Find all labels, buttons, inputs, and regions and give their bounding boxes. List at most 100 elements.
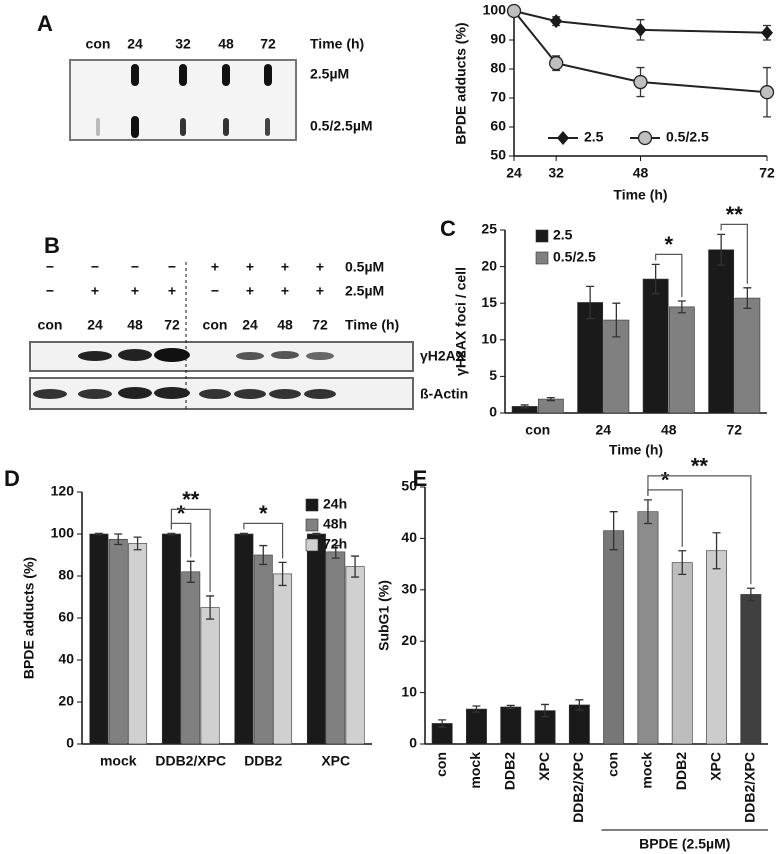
x-tick-label: 48 [633,165,649,181]
treatment-mark: − [91,259,99,275]
row-label: 0.5µM [345,259,384,275]
time-label: Time (h) [345,317,399,333]
significance-label: ** [691,454,709,479]
bar [642,278,669,414]
y-tick-label: 40 [58,651,74,667]
bar [161,533,181,745]
legend-swatch [535,229,549,243]
x-axis-label: Time (h) [613,187,667,203]
bar [89,533,109,745]
y-tick-label: 20 [401,632,417,648]
x-tick-label: DDB2 [673,752,689,790]
error-bar [643,499,652,525]
lane-label: 24 [87,317,103,333]
y-tick-label: 100 [483,2,507,18]
legend-swatch [305,538,319,552]
treatment-mark: + [131,283,139,299]
bar [200,607,220,745]
significance-label: * [661,468,670,493]
x-tick-label: DDB2/XPC [155,753,226,769]
y-tick-label: 0 [66,735,74,751]
bar [734,297,761,414]
x-tick-label: DDB2 [501,752,517,790]
panel-label: A [37,11,53,36]
treatment-mark: + [246,283,254,299]
lane-label: con [38,317,63,333]
lane-label: 24 [127,36,143,52]
y-tick-label: 100 [51,525,75,541]
x-tick-label: XPC [321,753,350,769]
treatment-mark: − [46,259,54,275]
treatment-mark: + [316,283,324,299]
x-tick-label: 32 [548,165,564,181]
error-bar [651,263,660,295]
y-tick-label: 30 [401,581,417,597]
y-axis-label: BPDE adducts (%) [21,557,37,679]
x-tick-label: DDB2 [244,753,282,769]
error-bar [586,285,595,320]
legend-label: 2.5 [553,227,573,243]
significance-bracket [655,253,683,298]
bar [108,538,128,745]
lane-label: 32 [175,36,191,52]
significance-bracket [170,508,211,592]
legend-swatch [305,518,319,532]
bar [706,550,727,745]
treatment-mark: − [168,259,176,275]
significance-bracket [720,223,748,284]
blot-a-spots [96,64,272,138]
significance-bracket [243,522,284,559]
error-bar [541,703,550,718]
band-label: ß-Actin [420,386,468,402]
error-bar [546,396,555,402]
lane-label: con [203,317,228,333]
blot-b-bands [33,348,336,399]
panel-label: D [4,466,20,491]
error-bar [472,705,481,713]
x-tick-label: XPC [536,752,552,781]
bar [637,511,659,745]
y-axis-label: BPDE adducts (%) [453,22,469,144]
treatment-mark: + [281,259,289,275]
point [506,3,522,19]
error-bar [259,544,268,566]
x-axis-label: Time (h) [609,442,663,458]
row-label: 2.5µM [310,66,349,82]
y-tick-label: 70 [490,89,506,105]
significance-label: ** [182,487,200,512]
lane-label: 48 [218,36,234,52]
significance-label: * [177,501,186,526]
panel-label: B [44,233,60,258]
x-tick-label: con [525,422,550,438]
error-bar [612,302,621,338]
bar [577,302,604,414]
legend-label: 0.5/2.5 [553,249,596,265]
lane-label: 48 [127,317,143,333]
panel-label: C [440,216,456,241]
treatment-mark: + [281,283,289,299]
x-tick-label: mock [100,753,137,769]
treatment-mark: − [131,259,139,275]
error-bar [438,719,447,728]
point [549,56,564,71]
lane-label: con [86,36,111,52]
x-tick-label: DDB2/XPC [570,752,586,823]
bar [568,704,590,745]
legend-swatch [305,498,319,512]
y-tick-label: 120 [51,483,75,499]
point [759,85,775,100]
row-label: 0.5/2.5µM [310,118,373,134]
error-bar [331,544,340,559]
bar [671,562,693,745]
treatment-mark: + [91,283,99,299]
time-label: Time (h) [310,36,364,52]
treatment-mark: − [46,283,54,299]
bar [326,551,346,745]
legend-label: 24h [323,496,347,512]
lane-label: 72 [164,317,180,333]
y-tick-label: 50 [490,147,506,163]
x-tick-label: con [433,752,449,777]
x-tick-label: 24 [506,165,522,181]
error-bar [717,233,726,266]
significance-label: * [259,501,268,526]
